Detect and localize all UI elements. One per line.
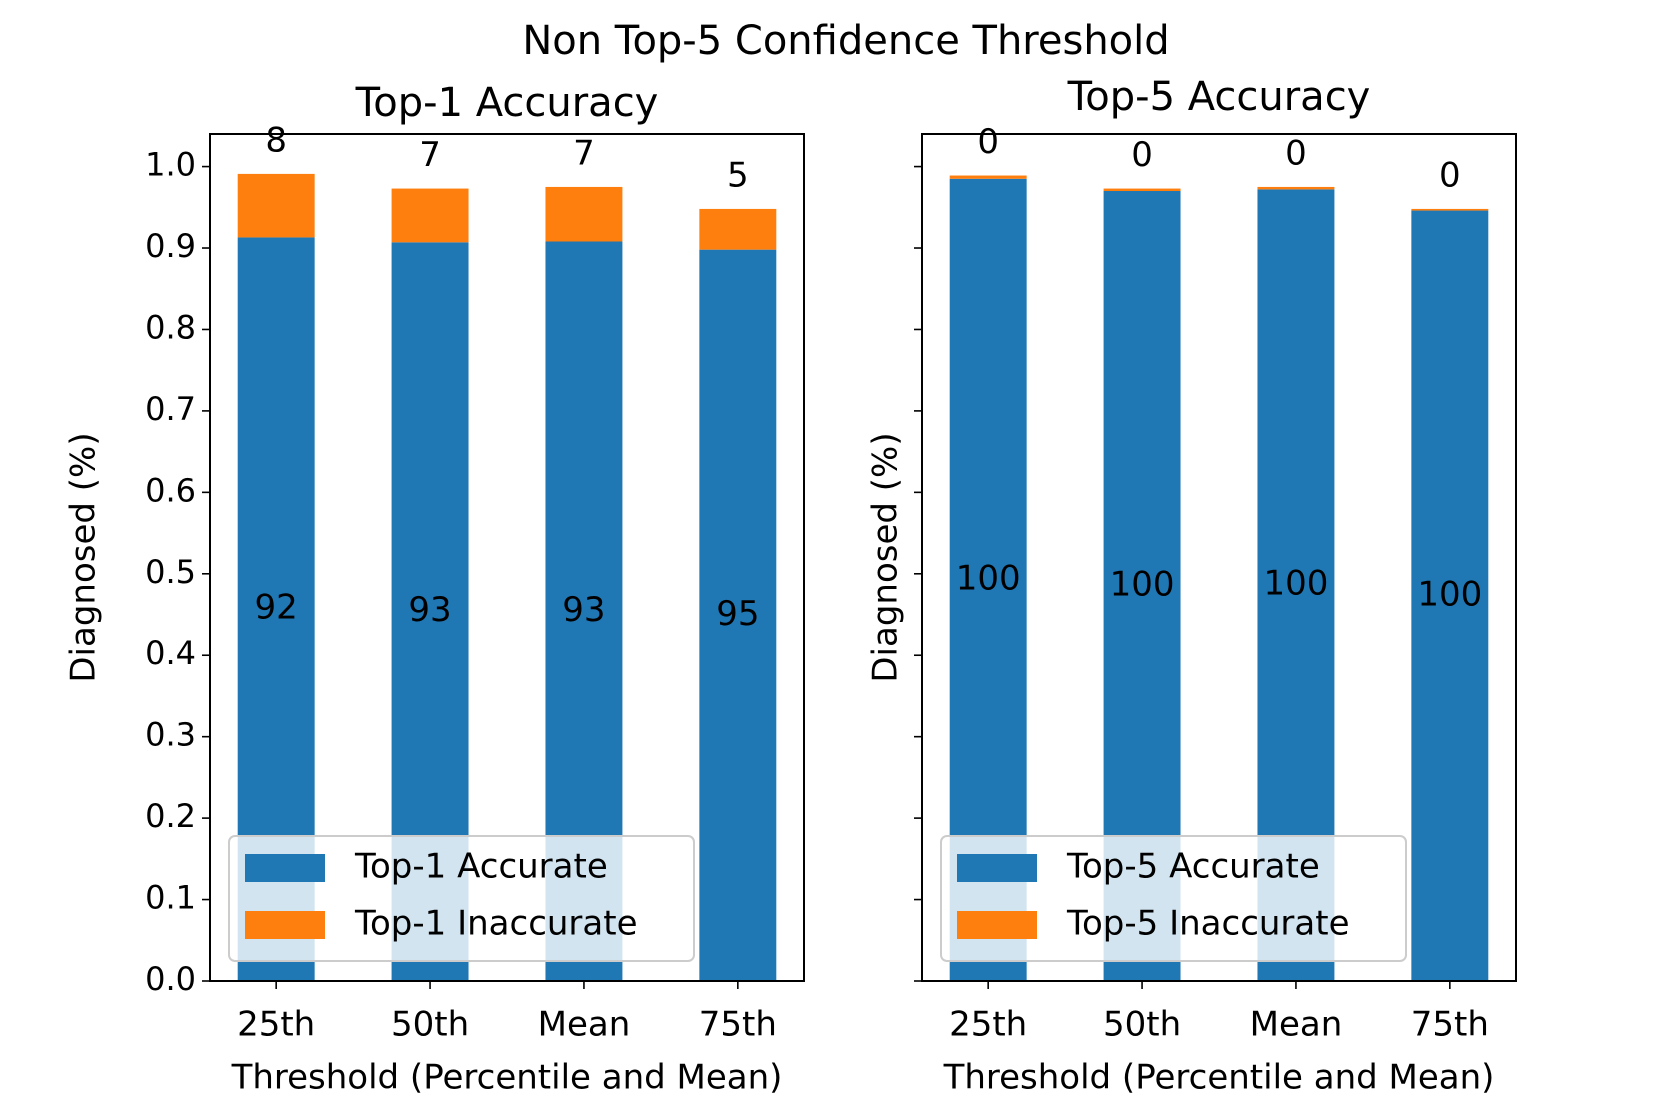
axes-frame [209, 133, 805, 982]
y-tick-label: 0.8 [145, 308, 196, 346]
x-tick-label: 25th [949, 1005, 1027, 1045]
segment-label: 100 [1263, 564, 1328, 604]
segment-label: 7 [573, 133, 595, 173]
segment-label: 92 [255, 588, 298, 628]
bar-segment [1257, 186, 1335, 190]
segment-label: 100 [956, 558, 1021, 598]
segment-label: 95 [716, 594, 759, 634]
bar-segment [699, 208, 777, 250]
bar-segment [391, 188, 469, 243]
segment-label: 5 [727, 155, 749, 195]
figure-title: Non Top-5 Confidence Threshold [522, 18, 1169, 64]
y-tick-label: 0.6 [145, 471, 196, 509]
segment-label: 93 [562, 590, 605, 630]
y-tick-label: 0.7 [145, 390, 196, 428]
bar-segment [1411, 208, 1489, 211]
legend-swatch [957, 854, 1037, 882]
segment-label: 93 [408, 590, 451, 630]
segment-label: 100 [1417, 574, 1482, 614]
y-axis-label: Diagnosed (%) [64, 432, 104, 682]
y-tick-label: 0.0 [145, 960, 196, 998]
y-tick-label: 0.4 [145, 634, 196, 672]
x-tick-label: 50th [1103, 1005, 1181, 1045]
x-tick-label: Mean [538, 1005, 631, 1045]
legend-swatch [957, 911, 1037, 939]
x-axis-label: Threshold (Percentile and Mean) [943, 1058, 1495, 1098]
panel-title: Top-1 Accuracy [355, 80, 659, 126]
x-tick-label: 25th [237, 1005, 315, 1045]
segment-label: 0 [1285, 133, 1307, 173]
legend-label: Top-1 Inaccurate [354, 904, 638, 944]
bar-segment [545, 186, 623, 242]
legend-label: Top-1 Accurate [354, 847, 608, 887]
legend-box [228, 835, 695, 962]
axes-frame [921, 133, 1517, 982]
bar-segment [1411, 210, 1489, 981]
segment-label: 8 [265, 120, 287, 160]
segment-label: 0 [1439, 155, 1461, 195]
y-tick-label: 0.9 [145, 227, 196, 265]
y-tick-label: 1.0 [145, 146, 196, 184]
y-tick-label: 0.1 [145, 879, 196, 917]
segment-label: 7 [419, 135, 441, 175]
segment-label: 0 [977, 122, 999, 162]
y-tick-label: 0.2 [145, 797, 196, 835]
y-tick-label: 0.5 [145, 553, 196, 591]
bar-segment [699, 249, 777, 981]
x-tick-label: 75th [699, 1005, 777, 1045]
bar-segment [1103, 188, 1181, 192]
segment-label: 0 [1131, 135, 1153, 175]
segment-label: 100 [1110, 565, 1175, 605]
bar-segment [949, 175, 1027, 179]
legend-label: Top-5 Inaccurate [1066, 904, 1350, 944]
legend-label: Top-5 Accurate [1066, 847, 1320, 887]
legend-swatch [245, 911, 325, 939]
x-axis-label: Threshold (Percentile and Mean) [231, 1058, 783, 1098]
panel-title: Top-5 Accuracy [1067, 74, 1371, 120]
legend-swatch [245, 854, 325, 882]
x-tick-label: Mean [1250, 1005, 1343, 1045]
x-tick-label: 75th [1411, 1005, 1489, 1045]
y-axis-label: Diagnosed (%) [866, 432, 906, 682]
bar-segment [237, 173, 315, 238]
y-tick-label: 0.3 [145, 716, 196, 754]
x-tick-label: 50th [391, 1005, 469, 1045]
legend-box [940, 835, 1407, 962]
